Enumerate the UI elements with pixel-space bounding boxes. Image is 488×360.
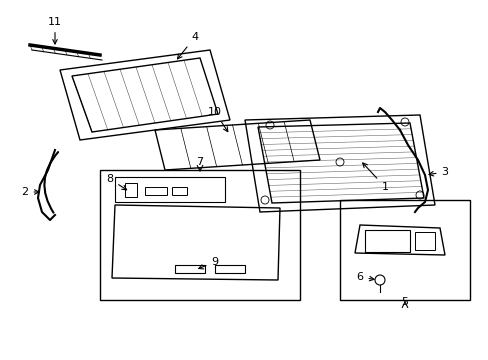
Bar: [414, 232, 434, 250]
Text: 11: 11: [48, 17, 62, 44]
Bar: [145, 187, 167, 195]
Text: 6: 6: [356, 272, 373, 282]
Text: 8: 8: [106, 174, 126, 190]
Text: 1: 1: [362, 163, 387, 192]
Text: 5: 5: [401, 297, 407, 307]
Text: 3: 3: [428, 167, 447, 177]
Text: 4: 4: [177, 32, 198, 59]
Bar: [364, 230, 409, 252]
Text: 2: 2: [21, 187, 39, 197]
Bar: [339, 200, 469, 300]
Bar: [100, 170, 299, 300]
Bar: [175, 265, 204, 273]
Bar: [125, 183, 137, 197]
Text: 10: 10: [207, 107, 227, 132]
Bar: [115, 177, 224, 202]
Bar: [172, 187, 186, 195]
Text: 9: 9: [198, 257, 218, 269]
Bar: [215, 265, 244, 273]
Text: 7: 7: [196, 157, 203, 167]
